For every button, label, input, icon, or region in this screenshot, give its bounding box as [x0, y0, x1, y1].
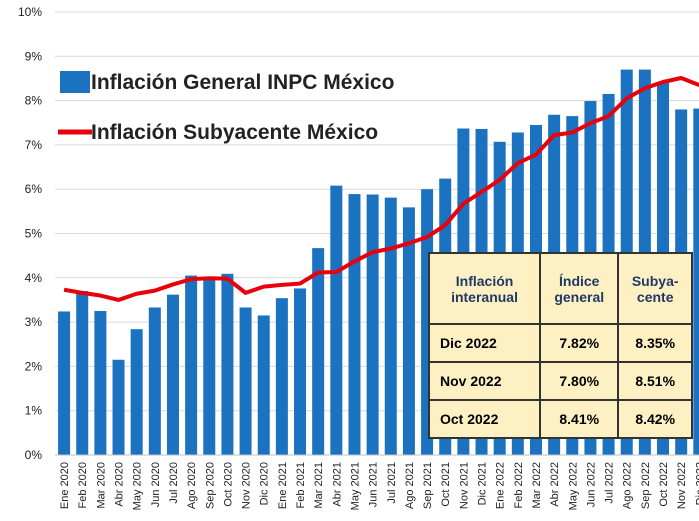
x-tick-label: Sep 2020 [204, 462, 216, 509]
y-tick-label: 1% [25, 404, 43, 418]
y-tick-label: 8% [25, 94, 43, 108]
y-tick-label: 7% [25, 138, 43, 152]
y-tick-label: 9% [25, 49, 43, 63]
header-cell: Inflación interanual [427, 252, 542, 325]
x-tick-label: Sep 2022 [640, 462, 652, 509]
x-tick-label: Jun 2022 [585, 462, 597, 507]
bar [693, 108, 699, 455]
bar [330, 185, 343, 455]
table-cell: 7.80% [539, 361, 620, 401]
bar [384, 197, 397, 455]
header-text: Inflación [455, 272, 514, 289]
x-tick-label: May 2020 [132, 462, 144, 510]
header-text: interanual [451, 288, 518, 305]
x-tick-label: Ene 2021 [277, 462, 289, 509]
table-cell: 8.41% [539, 399, 620, 439]
header-text: Índice [559, 272, 600, 289]
x-tick-label: Nov 2021 [458, 462, 470, 509]
x-tick-label: Jun 2021 [368, 462, 380, 507]
table-cell: Oct 2022 [427, 399, 542, 439]
x-tick-label: Abr 2020 [114, 462, 126, 507]
table-cell: 8.42% [617, 399, 693, 439]
x-tick-label: Oct 2022 [658, 462, 670, 507]
bar [312, 248, 325, 455]
y-tick-label: 0% [25, 448, 43, 462]
y-tick-label: 10% [18, 5, 42, 19]
table-cell: 8.51% [617, 361, 693, 401]
x-tick-label: Ene 2020 [59, 462, 71, 509]
bar [239, 307, 252, 455]
x-tick-label: Nov 2022 [676, 462, 688, 509]
bar [130, 329, 143, 455]
x-tick-label: Ago 2022 [622, 462, 634, 509]
x-tick-label: Feb 2020 [77, 462, 89, 508]
table-header: Inflación interanual Índice general Subya-ce… [427, 252, 693, 325]
x-tick-label: May 2022 [567, 462, 579, 510]
x-tick-label: Sep 2021 [422, 462, 434, 509]
table-row: Nov 2022 7.80% 8.51% [427, 361, 693, 401]
x-tick-label: Jul 2021 [386, 462, 398, 504]
bar [257, 315, 270, 455]
table-cell: 7.82% [539, 323, 620, 363]
y-tick-label: 4% [25, 271, 43, 285]
x-tick-label: Dic 2022 [694, 462, 699, 505]
header-text: Subya- [631, 272, 679, 289]
x-tick-label: Mar 2021 [313, 462, 325, 508]
bar [166, 294, 179, 455]
summary-table: Inflación interanual Índice general Subya-ce… [427, 252, 693, 439]
bar [275, 298, 288, 455]
bar [94, 311, 107, 455]
bar [366, 194, 379, 456]
x-tick-label: Ago 2021 [404, 462, 416, 509]
bar [58, 311, 71, 455]
table-cell: Nov 2022 [427, 361, 542, 401]
x-tick-label: Abr 2021 [331, 462, 343, 507]
line [63, 76, 699, 302]
bar [348, 194, 361, 455]
header-text: general [554, 288, 605, 305]
bar [185, 275, 198, 455]
x-tick-label: Dic 2021 [477, 462, 489, 505]
table-cell: 8.35% [617, 323, 693, 363]
x-tick-label: Jun 2020 [150, 462, 162, 507]
x-tick-label: Jul 2020 [168, 462, 180, 504]
bar [76, 291, 89, 455]
y-tick-label: 6% [25, 182, 43, 196]
x-tick-label: Ene 2022 [495, 462, 507, 509]
x-tick-label: Jul 2022 [604, 462, 616, 504]
x-tick-label: Oct 2020 [222, 462, 234, 507]
x-tick-label: Abr 2022 [549, 462, 561, 507]
y-tick-label: 2% [25, 359, 43, 373]
x-tick-label: Mar 2022 [531, 462, 543, 508]
header-cell: Subya-cente [617, 252, 693, 325]
x-tick-label: Ago 2020 [186, 462, 198, 509]
legend-swatch [60, 71, 90, 93]
table-cell: Dic 2022 [427, 323, 542, 363]
bar [294, 288, 307, 455]
table-row: Oct 2022 8.41% 8.42% [427, 399, 693, 439]
bar [203, 277, 216, 455]
x-tick-label: Nov 2020 [241, 462, 253, 509]
x-tick-label: Oct 2021 [440, 462, 452, 507]
legend-label: Inflación Subyacente México [91, 121, 378, 144]
bar [148, 307, 161, 455]
bar [402, 207, 415, 455]
table-row: Dic 2022 7.82% 8.35% [427, 323, 693, 363]
header-text: cente [636, 288, 674, 305]
x-tick-label: Mar 2020 [95, 462, 107, 508]
y-tick-label: 3% [25, 315, 43, 329]
bar [112, 359, 125, 455]
x-tick-label: Feb 2022 [513, 462, 525, 508]
bar [221, 273, 234, 455]
header-cell: Índice general [539, 252, 620, 325]
y-tick-label: 5% [25, 227, 43, 241]
x-tick-label: Feb 2021 [295, 462, 307, 508]
x-tick-label: May 2021 [349, 462, 361, 510]
legend-label: Inflación General INPC México [91, 71, 394, 94]
x-tick-label: Dic 2020 [259, 462, 271, 505]
